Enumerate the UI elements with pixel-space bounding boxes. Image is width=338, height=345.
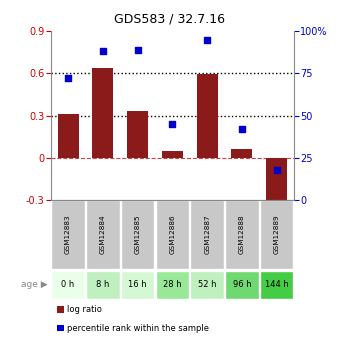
Bar: [266, 158, 287, 211]
Bar: [51, 200, 85, 269]
Point: [239, 126, 245, 132]
Bar: [190, 270, 224, 298]
Point: [274, 167, 280, 172]
Bar: [92, 68, 113, 158]
Bar: [156, 200, 189, 269]
Text: GSM12888: GSM12888: [239, 215, 245, 254]
Text: 8 h: 8 h: [96, 280, 110, 289]
Text: 28 h: 28 h: [163, 280, 182, 289]
Bar: [57, 325, 64, 331]
Bar: [121, 270, 154, 298]
Text: GSM12886: GSM12886: [169, 215, 175, 254]
Bar: [121, 200, 154, 269]
Bar: [127, 111, 148, 158]
Point: [204, 37, 210, 42]
Bar: [260, 200, 293, 269]
Text: GSM12884: GSM12884: [100, 215, 106, 254]
Bar: [86, 270, 120, 298]
Text: age ▶: age ▶: [21, 280, 47, 289]
Bar: [162, 151, 183, 158]
Bar: [232, 149, 252, 158]
Bar: [225, 200, 259, 269]
Text: GDS583 / 32.7.16: GDS583 / 32.7.16: [114, 12, 224, 26]
Bar: [51, 270, 85, 298]
Point: [170, 121, 175, 127]
Point: [135, 47, 140, 52]
Bar: [190, 200, 224, 269]
Bar: [156, 270, 189, 298]
Text: 16 h: 16 h: [128, 280, 147, 289]
Bar: [86, 200, 120, 269]
Text: 144 h: 144 h: [265, 280, 289, 289]
Bar: [58, 114, 78, 158]
Text: GSM12883: GSM12883: [65, 215, 71, 254]
Bar: [260, 270, 293, 298]
Text: GSM12885: GSM12885: [135, 215, 141, 254]
Bar: [197, 74, 218, 158]
Text: GSM12889: GSM12889: [274, 215, 280, 254]
Text: 0 h: 0 h: [62, 280, 75, 289]
Text: 52 h: 52 h: [198, 280, 216, 289]
Text: 96 h: 96 h: [233, 280, 251, 289]
Point: [65, 76, 71, 81]
Bar: [225, 270, 259, 298]
Bar: [57, 306, 64, 313]
Text: percentile rank within the sample: percentile rank within the sample: [67, 324, 209, 333]
Text: log ratio: log ratio: [67, 305, 102, 314]
Text: GSM12887: GSM12887: [204, 215, 210, 254]
Point: [100, 49, 105, 54]
